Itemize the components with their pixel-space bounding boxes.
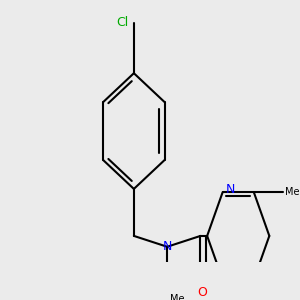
Text: Cl: Cl bbox=[116, 16, 128, 29]
Text: Me: Me bbox=[286, 187, 300, 197]
Text: N: N bbox=[226, 183, 235, 196]
Text: N: N bbox=[163, 240, 172, 253]
Text: O: O bbox=[197, 286, 207, 298]
Text: Me: Me bbox=[170, 294, 184, 300]
